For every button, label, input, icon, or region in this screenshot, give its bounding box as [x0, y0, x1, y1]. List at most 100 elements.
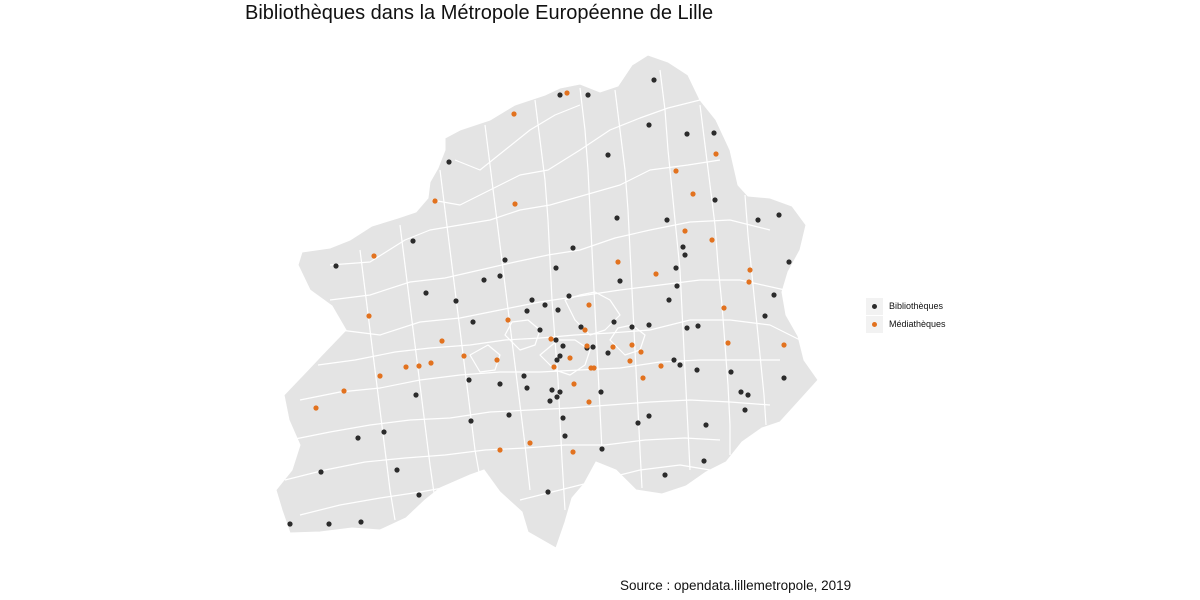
mediatheque-point — [653, 271, 659, 277]
commune-border — [339, 279, 786, 336]
mediatheque-point — [591, 365, 597, 371]
bibliotheque-point — [614, 215, 620, 221]
mediatheque-point — [512, 201, 518, 207]
mediatheque-point — [721, 305, 727, 311]
mediatheque-point — [567, 355, 573, 361]
bibliotheque-point — [355, 435, 361, 441]
bibliotheque-point — [755, 217, 761, 223]
mediatheque-point — [527, 440, 533, 446]
bibliotheque-point — [287, 521, 293, 527]
bibliotheque-point — [394, 467, 400, 473]
commune-border — [609, 324, 646, 356]
mediatheque-point — [403, 364, 409, 370]
mediatheque-point — [586, 399, 592, 405]
mediatheque-point — [341, 388, 347, 394]
commune-border — [329, 159, 721, 266]
bibliotheque-point — [646, 413, 652, 419]
bibliotheque-point — [728, 369, 734, 375]
bibliotheque-point — [671, 357, 677, 363]
mediatheque-point — [432, 198, 438, 204]
bibliotheque-point — [605, 350, 611, 356]
legend-label-bibliotheques: Bibliothèques — [889, 301, 944, 311]
bibliotheque-point — [506, 412, 512, 418]
bibliotheque-point — [413, 392, 419, 398]
mediatheque-point — [673, 168, 679, 174]
commune-border — [289, 399, 771, 441]
commune-border — [539, 339, 591, 376]
source-caption: Source : opendata.lillemetropole, 2019 — [620, 578, 852, 593]
mediatheque-point — [747, 267, 753, 273]
bibliotheque-point — [611, 319, 617, 325]
bibliotheque-point — [423, 290, 429, 296]
bibliotheque-point — [680, 244, 686, 250]
bibliotheque-point — [646, 122, 652, 128]
bibliotheque-point — [786, 259, 792, 265]
commune-border — [579, 87, 603, 451]
mediatheque-point — [428, 360, 434, 366]
bibliotheque-point — [562, 433, 568, 439]
mediatheque-point — [582, 327, 588, 333]
bibliotheque-point — [318, 469, 324, 475]
bibliotheque-point — [762, 313, 768, 319]
mediatheque-point — [505, 317, 511, 323]
bibliotheque-point — [553, 337, 559, 343]
bibliotheque-point — [521, 373, 527, 379]
bibliotheque-point — [547, 398, 553, 404]
bibliotheque-point — [502, 257, 508, 263]
mediatheque-point — [571, 381, 577, 387]
mediatheque-point — [584, 343, 590, 349]
bibliotheque-point — [605, 152, 611, 158]
mediatheque-point — [746, 279, 752, 285]
bibliotheque-point — [554, 394, 560, 400]
mediatheque-point — [564, 90, 570, 96]
bibliotheque-point — [416, 492, 422, 498]
bibliotheque-point — [557, 92, 563, 98]
bibliotheque-point — [542, 302, 548, 308]
bibliotheque-point — [358, 519, 364, 525]
legend-label-mediatheques: Médiathèques — [889, 319, 946, 329]
bibliotheque-point — [684, 131, 690, 137]
mediatheque-point — [551, 364, 557, 370]
bibliotheque-point — [617, 278, 623, 284]
commune-border — [284, 437, 721, 481]
bibliotheque-point — [674, 283, 680, 289]
commune-border — [454, 104, 581, 171]
bibliotheque-point — [453, 298, 459, 304]
commune-border — [534, 99, 566, 511]
commune-border — [744, 194, 767, 426]
bibliotheque-point — [682, 252, 688, 258]
mediatheque-point — [682, 228, 688, 234]
legend-item-bibliotheques: Bibliothèques — [866, 297, 946, 315]
bibliotheque-point — [524, 385, 530, 391]
bibliotheque-point — [560, 343, 566, 349]
bibliotheque-point — [738, 389, 744, 395]
bibliotheque-point — [570, 245, 576, 251]
mediatheque-point — [725, 340, 731, 346]
bibliotheque-point — [545, 489, 551, 495]
bibliotheque-point — [664, 217, 670, 223]
commune-border — [359, 249, 396, 521]
bibliotheque-point — [557, 353, 563, 359]
bibliotheque-point — [381, 429, 387, 435]
mediatheque-point — [713, 151, 719, 157]
bibliotheque-point — [549, 387, 555, 393]
mediatheque-point — [570, 449, 576, 455]
mediatheque-point — [494, 357, 500, 363]
legend: Bibliothèques Médiathèques — [866, 297, 946, 333]
bibliotheque-point — [524, 308, 530, 314]
bibliotheque-point — [481, 277, 487, 283]
bibliotheque-point — [529, 297, 535, 303]
bibliotheque-point — [677, 362, 683, 368]
bibliotheque-point — [651, 77, 657, 83]
bibliotheque-point — [554, 357, 560, 363]
legend-item-mediatheques: Médiathèques — [866, 315, 946, 333]
mediatheque-point — [548, 336, 554, 342]
mediatheque-point — [640, 375, 646, 381]
bibliotheque-point — [537, 327, 543, 333]
bibliotheque-point — [566, 293, 572, 299]
bibliotheque-point — [468, 418, 474, 424]
commune-border — [431, 99, 701, 206]
legend-key-bibliotheques — [866, 297, 883, 315]
bibliotheque-point — [466, 377, 472, 383]
